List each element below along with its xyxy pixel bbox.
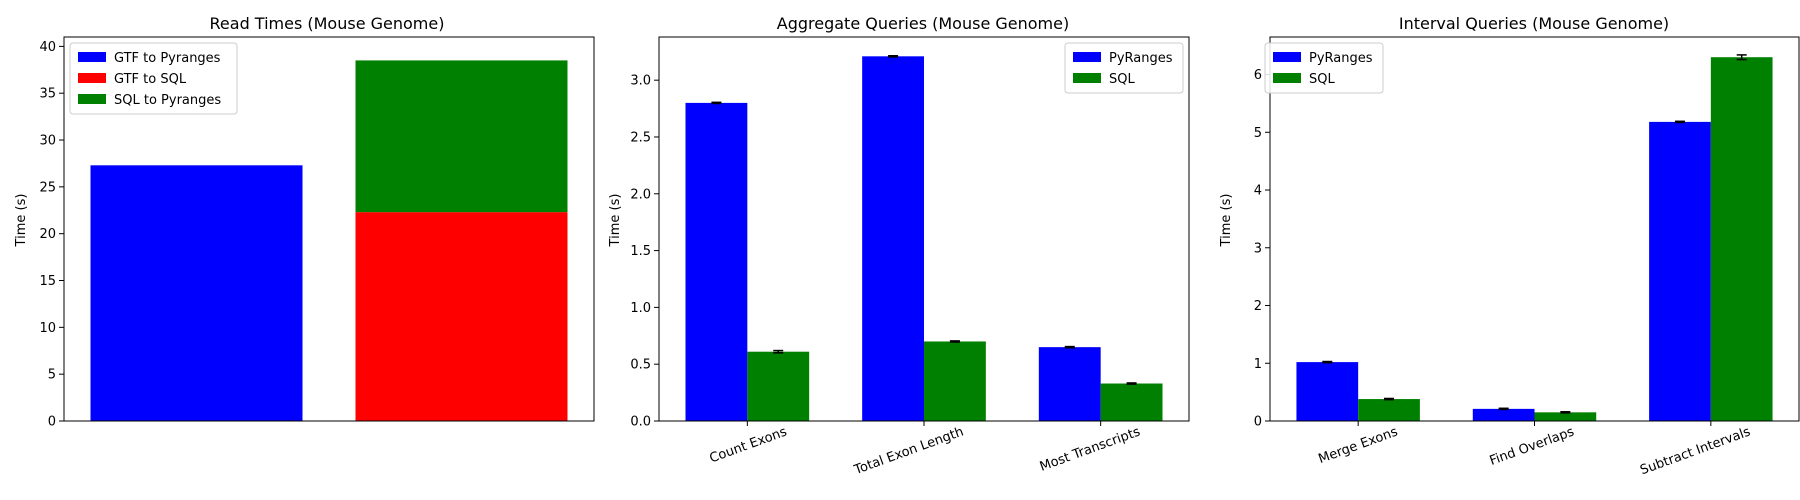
- read-times-legend-box: [69, 42, 238, 115]
- read-times-legend: GTF to Pyranges GTF to SQL SQL to Pyranges: [69, 42, 238, 115]
- read-times-panel: Read Times (Mouse Genome) Time (s) 0 5 10 1…: [14, 14, 595, 430]
- interval-queries-legend: PyRanges SQL: [1264, 42, 1384, 94]
- interval-queries-legend-label: PyRanges: [1309, 51, 1373, 66]
- aggregate-queries-legend-swatch: [1073, 52, 1101, 62]
- aggregate-queries-bar-pyranges: [685, 102, 748, 421]
- read-times-ytick-label: 30: [39, 134, 56, 149]
- interval-queries-ytick-label: 2: [1254, 299, 1262, 314]
- read-times-legend-swatch: [78, 52, 106, 62]
- interval-queries-ytick-label: 6: [1254, 68, 1262, 83]
- interval-queries-bar-pyranges: [1296, 362, 1359, 421]
- read-times-bar-gtf-to-sql: [355, 212, 568, 421]
- read-times-ytick-label: 40: [39, 40, 56, 55]
- interval-queries-ylabel: Time (s): [1219, 194, 1234, 248]
- interval-queries-ytick-label: 4: [1254, 184, 1262, 199]
- read-times-ytick-label: 10: [39, 321, 56, 336]
- read-times-legend-label: SQL to Pyranges: [114, 93, 221, 108]
- read-times-plot-area: 0 5 10 15 20 25 30 35 40 GTF to Pyranges GTF to SQ…: [39, 36, 595, 430]
- aggregate-queries-ytick-label: 0.5: [630, 358, 651, 373]
- read-times-ytick-label: 15: [39, 274, 56, 289]
- interval-queries-ytick-label: 3: [1254, 241, 1262, 256]
- aggregate-queries-ylabel: Time (s): [608, 194, 623, 248]
- interval-queries-legend-swatch: [1273, 73, 1301, 83]
- aggregate-queries-title: Aggregate Queries (Mouse Genome): [777, 14, 1069, 33]
- aggregate-queries-ytick-label: 3.0: [630, 74, 651, 89]
- read-times-ytick-label: 25: [39, 180, 56, 195]
- read-times-legend-label: GTF to SQL: [114, 72, 187, 87]
- interval-queries-bar-sql: [1710, 57, 1773, 422]
- interval-queries-ytick-label: 5: [1254, 126, 1262, 141]
- read-times-legend-swatch: [78, 73, 106, 83]
- aggregate-queries-legend-label: PyRanges: [1109, 51, 1173, 66]
- interval-queries-bar-pyranges: [1472, 408, 1535, 421]
- interval-queries-legend-label: SQL: [1309, 72, 1335, 87]
- interval-queries-bar-pyranges: [1649, 121, 1711, 421]
- aggregate-queries-ytick-label: 1.0: [630, 301, 651, 316]
- interval-queries-legend-swatch: [1273, 52, 1301, 62]
- aggregate-queries-legend: PyRanges SQL: [1064, 42, 1184, 94]
- aggregate-queries-bar-pyranges: [1038, 347, 1101, 421]
- aggregate-queries-axes-frame: [658, 36, 1190, 422]
- interval-queries-title: Interval Queries (Mouse Genome): [1399, 14, 1669, 33]
- interval-queries-bar-sql: [1358, 399, 1420, 421]
- read-times-axes-frame: [63, 36, 595, 422]
- read-times-legend-label: GTF to Pyranges: [114, 51, 221, 66]
- read-times-bar-gtf-to-pyranges: [90, 165, 303, 421]
- read-times-title: Read Times (Mouse Genome): [210, 14, 445, 33]
- read-times-ylabel: Time (s): [14, 194, 29, 248]
- interval-queries-ytick-label: 1: [1254, 357, 1262, 372]
- read-times-ytick-label: 20: [39, 227, 56, 242]
- read-times-bar-sql-to-pyranges: [355, 60, 568, 213]
- aggregate-queries-bar-sql: [924, 341, 986, 421]
- read-times-legend-swatch: [78, 94, 106, 104]
- aggregate-queries-panel: Aggregate Queries (Mouse Genome) Time (s…: [608, 14, 1190, 478]
- aggregate-queries-ytick-label: 2.0: [630, 187, 651, 202]
- aggregate-queries-ytick-label: 2.5: [630, 130, 651, 145]
- aggregate-queries-ytick-label: 0.0: [630, 415, 651, 430]
- interval-queries-bar-sql: [1534, 412, 1597, 421]
- read-times-ytick-label: 5: [48, 368, 56, 383]
- aggregate-queries-bar-pyranges: [862, 56, 924, 422]
- aggregate-queries-bar-sql: [747, 351, 810, 421]
- aggregate-queries-legend-swatch: [1073, 73, 1101, 83]
- aggregate-queries-bar-sql: [1100, 383, 1163, 421]
- read-times-ytick-label: 35: [39, 87, 56, 102]
- aggregate-queries-legend-label: SQL: [1109, 72, 1135, 87]
- aggregate-queries-ytick-label: 1.5: [630, 244, 651, 259]
- read-times-ytick-label: 0: [48, 415, 56, 430]
- interval-queries-ytick-label: 0: [1254, 415, 1262, 430]
- interval-queries-axes-frame: [1269, 36, 1800, 422]
